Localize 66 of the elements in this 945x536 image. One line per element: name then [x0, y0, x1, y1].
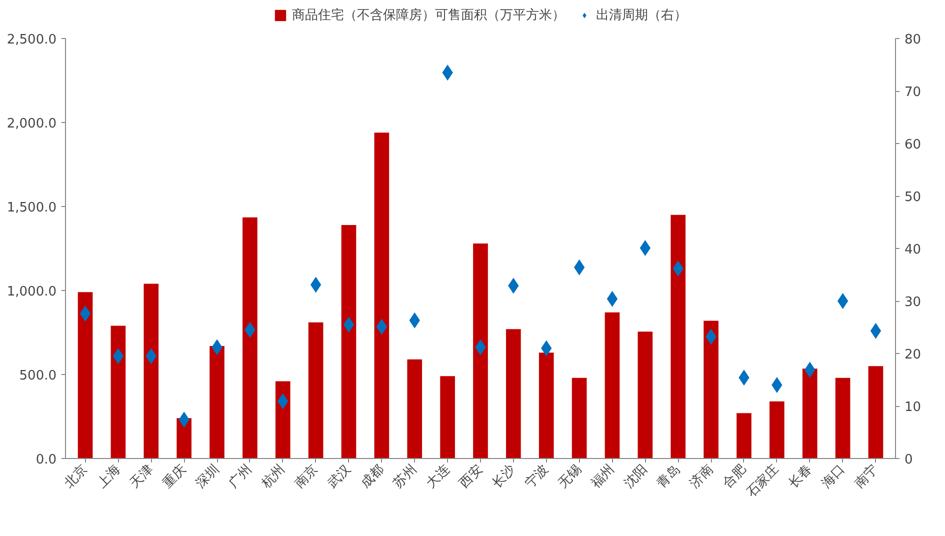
legend-label: 商品住宅（不含保障房）可售面积（万平方米） [292, 7, 565, 24]
bar [604, 312, 620, 458]
y-tick-label: 1,500.0 [6, 200, 57, 216]
bar [835, 378, 850, 458]
point [837, 293, 848, 309]
bar [440, 376, 455, 458]
y2-tick-label: 50 [904, 190, 922, 205]
bar [802, 368, 818, 458]
y2-tick-label: 70 [904, 85, 922, 100]
x-tick-label: 杭州 [258, 462, 288, 492]
x-tick-label: 济南 [687, 462, 716, 492]
y2-tick-label: 10 [904, 400, 922, 415]
bar [341, 224, 356, 458]
y-tick-label: 500.0 [19, 368, 56, 384]
bar [78, 292, 93, 458]
bar [242, 217, 258, 458]
bar [176, 418, 192, 458]
x-tick-label: 重庆 [160, 462, 190, 492]
x-tick-label: 海口 [819, 462, 848, 492]
bar [473, 243, 488, 458]
x-tick-label: 西安 [456, 461, 486, 492]
y2-tick-label: 20 [904, 348, 922, 362]
x-tick-label: 北京 [62, 462, 91, 492]
bar [308, 322, 324, 458]
bar [374, 132, 390, 458]
bar [210, 346, 224, 458]
y-tick-label: 2,500.0 [6, 32, 57, 48]
bar [538, 352, 554, 458]
bar [736, 413, 752, 458]
bar [407, 359, 422, 458]
y-tick-label: 0.0 [36, 452, 57, 468]
x-tick-label: 福州 [588, 462, 618, 492]
bar [670, 214, 686, 458]
x-tick-label: 南京 [292, 462, 322, 492]
bar [275, 381, 290, 458]
bar [638, 332, 653, 458]
y2-tick-label: 40 [904, 242, 922, 258]
x-tick-label: 宁波 [522, 461, 552, 492]
y2-tick-label: 0 [904, 452, 913, 468]
x-tick-label: 广州 [226, 462, 256, 492]
bar [704, 320, 718, 458]
bar [506, 329, 521, 458]
bar [572, 378, 587, 458]
x-tick-label: 天津 [127, 462, 156, 492]
x-tick-label: 青岛 [654, 462, 684, 492]
y-tick-label: 2,000.0 [6, 116, 57, 132]
x-tick-label: 无锡 [556, 462, 585, 492]
x-tick-label: 苏州 [390, 462, 420, 492]
x-tick-label: 成都 [358, 462, 387, 492]
legend-label: 出清周期（右） [596, 7, 687, 24]
x-tick-label: 长沙 [490, 462, 519, 492]
bar [868, 366, 884, 458]
x-tick-label: 南宁 [851, 461, 882, 492]
x-tick-label: 武汉 [325, 462, 354, 492]
bar [144, 284, 159, 458]
x-tick-label: 深圳 [193, 462, 222, 492]
y2-tick-label: 60 [904, 138, 922, 152]
bar [110, 326, 126, 458]
y2-tick-label: 30 [904, 295, 922, 310]
x-tick-label: 长春 [786, 462, 816, 492]
y-tick-label: 1,000.0 [6, 284, 57, 300]
x-tick-label: 沈阳 [621, 462, 650, 492]
bar [770, 401, 784, 458]
y2-tick-label: 80 [904, 32, 922, 48]
x-tick-label: 上海 [94, 462, 124, 492]
x-tick-label: 大连 [424, 462, 453, 492]
